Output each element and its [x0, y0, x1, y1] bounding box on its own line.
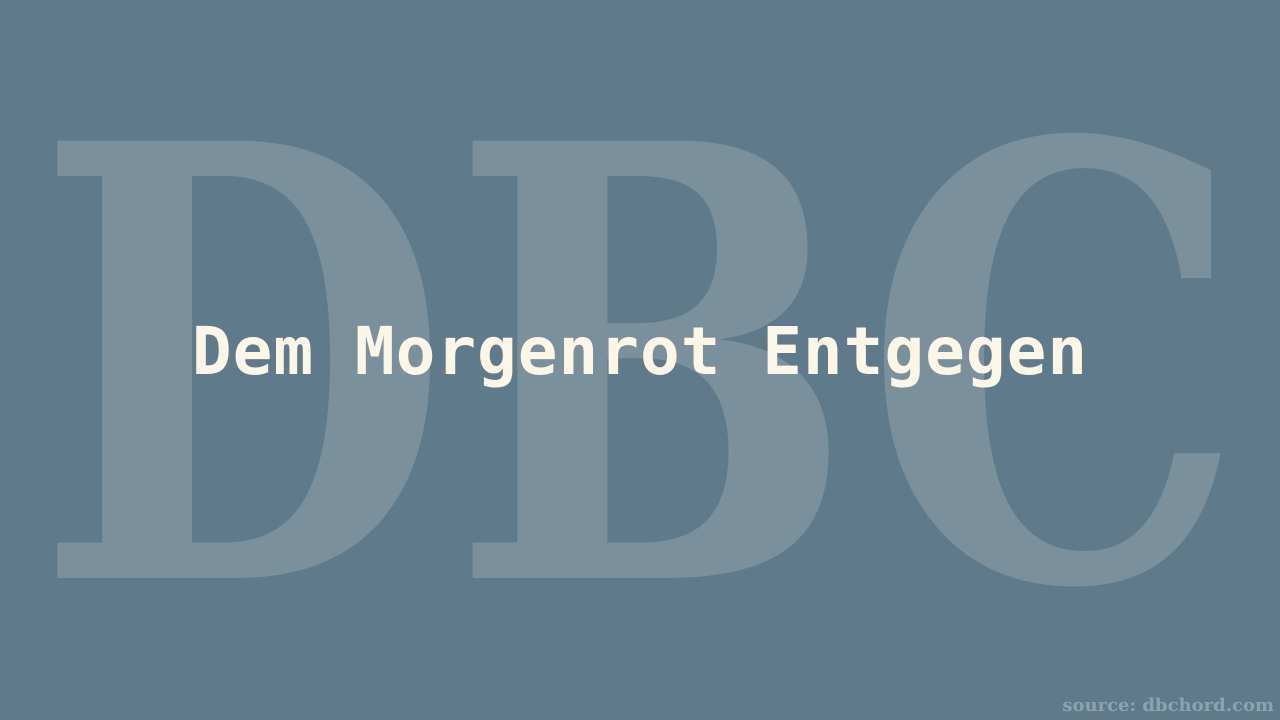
song-title: Dem Morgenrot Entgegen	[191, 313, 1089, 390]
watermark-letters: DBC	[35, 15, 1245, 720]
source-credit: source: dbchord.com	[1062, 695, 1274, 716]
